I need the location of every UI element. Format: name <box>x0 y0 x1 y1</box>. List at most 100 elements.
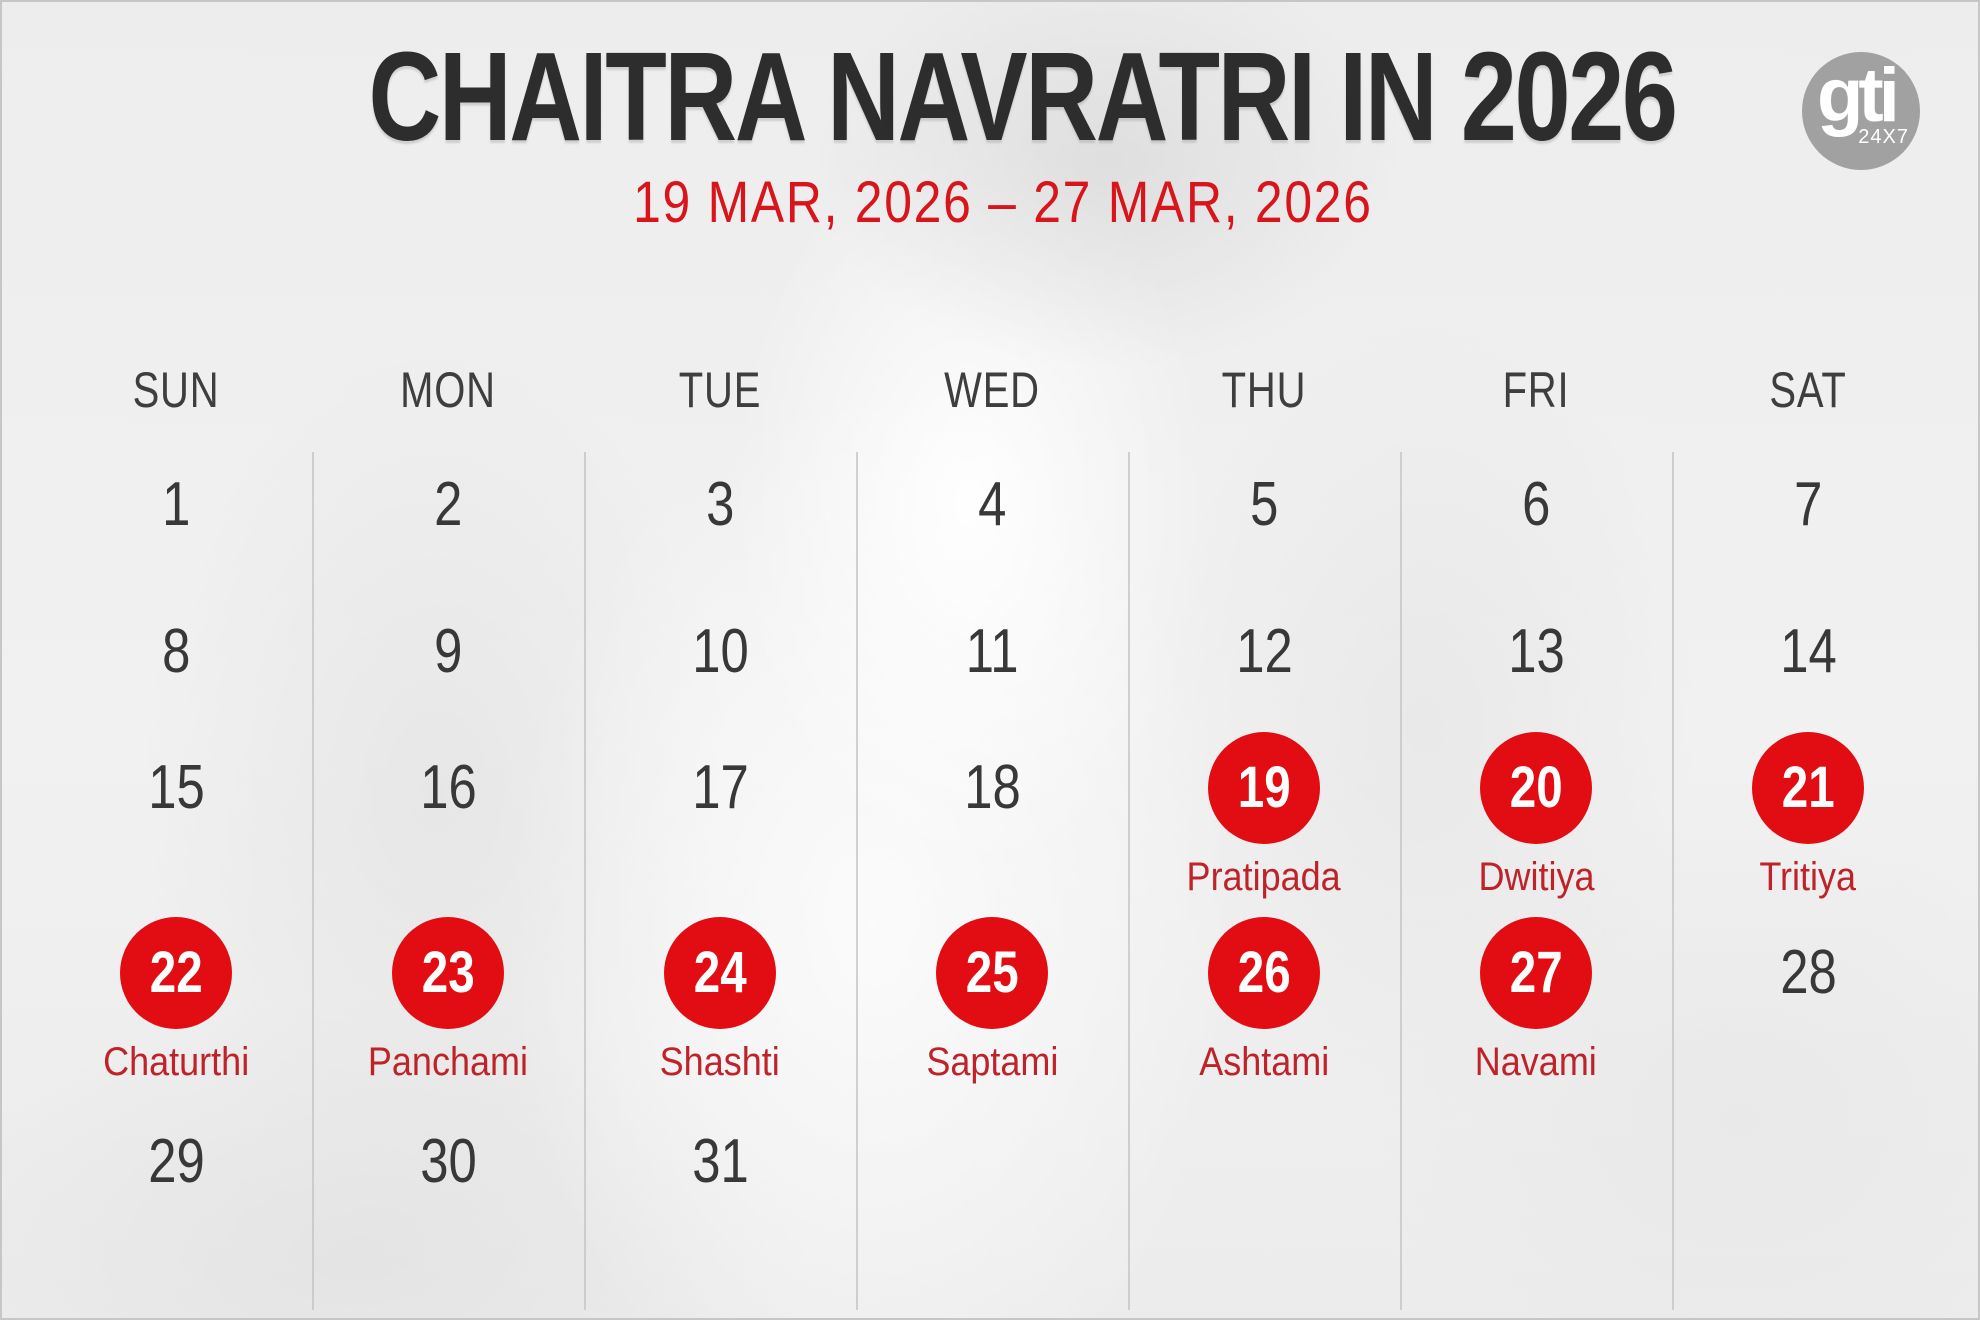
highlighted-day-badge: 19 <box>1208 732 1320 844</box>
day-cell-4: 4 <box>856 427 1128 582</box>
day-header-fri: FRI <box>1502 361 1570 418</box>
poster-title: CHAITRA NAVRATRI IN 2026 <box>368 26 1678 167</box>
week-row-5: 29 30 31 <box>40 1092 1944 1232</box>
empty-cell <box>1672 1092 1944 1232</box>
date-zone <box>856 1092 1128 1232</box>
date-zone: 25 <box>856 907 1128 1039</box>
day-cell-31: 31 <box>584 1092 856 1232</box>
highlighted-day-badge: 25 <box>936 917 1048 1029</box>
tithi-label: Chaturthi <box>102 1040 250 1084</box>
highlighted-day-number: 24 <box>693 940 747 1005</box>
column-divider <box>1128 452 1130 1310</box>
date-zone: 4 <box>856 427 1128 582</box>
logo-tagline: 24X7 <box>1858 126 1909 148</box>
day-header-tue: TUE <box>678 361 762 418</box>
day-number: 10 <box>691 617 749 686</box>
day-cell-15: 15 <box>40 722 312 907</box>
poster-header: CHAITRA NAVRATRI IN 2026 19 MAR, 2026 – … <box>2 30 1978 232</box>
date-zone: 13 <box>1400 582 1672 722</box>
day-header-sat: SAT <box>1769 361 1847 418</box>
day-cell-19: 19 Pratipada <box>1128 722 1400 907</box>
date-zone: 31 <box>584 1092 856 1232</box>
day-number: 28 <box>1779 938 1837 1007</box>
day-cell-30: 30 <box>312 1092 584 1232</box>
day-cell-17: 17 <box>584 722 856 907</box>
date-zone: 22 <box>40 907 312 1039</box>
day-cell-21: 21 Tritiya <box>1672 722 1944 907</box>
day-cell-26: 26 Ashtami <box>1128 907 1400 1092</box>
empty-cell <box>1128 1092 1400 1232</box>
day-cell-27: 27 Navami <box>1400 907 1672 1092</box>
date-zone: 6 <box>1400 427 1672 582</box>
tithi-label: Pratipada <box>1186 855 1342 899</box>
week-row-3: 15 16 17 18 19 Pratipada 20 Dwitiya 21 Tritiya <box>40 722 1944 907</box>
day-cell-14: 14 <box>1672 582 1944 722</box>
day-header-wed: WED <box>944 361 1040 418</box>
day-number: 29 <box>147 1127 205 1196</box>
date-zone: 16 <box>312 722 584 854</box>
day-number: 11 <box>965 617 1019 686</box>
highlighted-day-badge: 21 <box>1752 732 1864 844</box>
highlighted-day-number: 23 <box>421 940 475 1005</box>
highlighted-day-badge: 20 <box>1480 732 1592 844</box>
date-zone: 26 <box>1128 907 1400 1039</box>
date-zone: 30 <box>312 1092 584 1232</box>
date-zone: 7 <box>1672 427 1944 582</box>
date-zone <box>1400 1092 1672 1232</box>
date-zone: 21 <box>1672 722 1944 854</box>
day-cell-24: 24 Shashti <box>584 907 856 1092</box>
date-zone: 1 <box>40 427 312 582</box>
date-zone: 5 <box>1128 427 1400 582</box>
week-row-2: 8 9 10 11 12 13 14 <box>40 582 1944 722</box>
date-zone: 18 <box>856 722 1128 854</box>
date-zone: 19 <box>1128 722 1400 854</box>
day-header-sun: SUN <box>132 361 220 418</box>
date-zone <box>1128 1092 1400 1232</box>
day-cell-7: 7 <box>1672 427 1944 582</box>
day-header-mon: MON <box>400 361 496 418</box>
day-cell-22: 22 Chaturthi <box>40 907 312 1092</box>
day-header-row: SUN MON TUE WED THU FRI SAT <box>40 352 1944 427</box>
date-zone: 15 <box>40 722 312 854</box>
date-zone: 29 <box>40 1092 312 1232</box>
date-zone: 9 <box>312 582 584 722</box>
day-cell-3: 3 <box>584 427 856 582</box>
day-number: 1 <box>161 469 191 539</box>
day-number: 5 <box>1249 469 1279 539</box>
highlighted-day-badge: 24 <box>664 917 776 1029</box>
date-range: 19 MAR, 2026 – 27 MAR, 2026 <box>633 169 1373 235</box>
column-divider <box>1672 452 1674 1310</box>
highlighted-day-badge: 22 <box>120 917 232 1029</box>
tithi-label: Tritiya <box>1759 855 1857 899</box>
calendar-grid: SUN MON TUE WED THU FRI SAT 1 2 3 4 5 6 7 8 9 10 11 12 13 1… <box>40 352 1944 1232</box>
tithi-label: Saptami <box>925 1040 1059 1084</box>
highlighted-day-badge: 26 <box>1208 917 1320 1029</box>
date-zone: 14 <box>1672 582 1944 722</box>
date-zone: 24 <box>584 907 856 1039</box>
tithi-label: Shashti <box>659 1040 781 1084</box>
day-cell-28: 28 <box>1672 907 1944 1092</box>
highlighted-day-badge: 23 <box>392 917 504 1029</box>
day-number: 15 <box>147 753 205 822</box>
day-number: 4 <box>977 469 1007 539</box>
day-cell-6: 6 <box>1400 427 1672 582</box>
day-number: 31 <box>691 1127 749 1196</box>
highlighted-day-number: 22 <box>149 940 203 1005</box>
day-number: 13 <box>1507 617 1565 686</box>
highlighted-day-number: 25 <box>965 940 1019 1005</box>
date-zone: 12 <box>1128 582 1400 722</box>
day-cell-11: 11 <box>856 582 1128 722</box>
day-cell-5: 5 <box>1128 427 1400 582</box>
date-zone: 3 <box>584 427 856 582</box>
day-cell-12: 12 <box>1128 582 1400 722</box>
week-rows: 1 2 3 4 5 6 7 8 9 10 11 12 13 14 15 16 17 18 19 Pratipada 20… <box>40 427 1944 1232</box>
date-zone: 20 <box>1400 722 1672 854</box>
day-number: 17 <box>691 753 749 822</box>
date-zone: 8 <box>40 582 312 722</box>
date-zone <box>1672 1092 1944 1232</box>
day-number: 9 <box>433 617 463 686</box>
date-zone: 28 <box>1672 907 1944 1039</box>
date-zone: 17 <box>584 722 856 854</box>
column-divider <box>856 452 858 1310</box>
